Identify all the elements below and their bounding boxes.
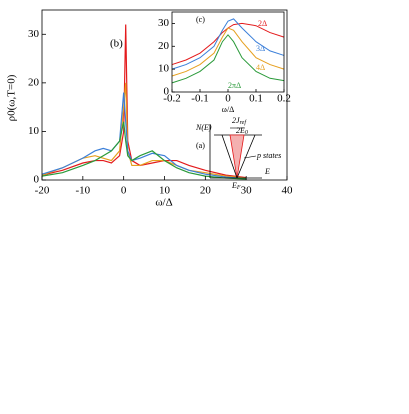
label: 2J <box>232 116 240 125</box>
label: EF <box>231 181 241 192</box>
subscript: F <box>236 185 241 191</box>
y-tick-label: 30 <box>158 17 170 29</box>
y-tick-label: 10 <box>28 125 40 137</box>
x-tick-label: 30 <box>241 185 253 197</box>
series-label: 2πΔ <box>228 81 241 90</box>
y-tick-label: 10 <box>158 63 170 75</box>
x-tick-label: 40 <box>282 185 294 197</box>
x-tick-label: -20 <box>35 185 50 197</box>
series-label: 2Δ <box>258 19 267 28</box>
label: E <box>231 181 237 190</box>
x-tick-label: 0.2 <box>277 93 291 105</box>
x-tick-label: -10 <box>75 185 90 197</box>
x-tick-label: 20 <box>200 185 212 197</box>
label: 2E <box>236 126 245 135</box>
dos-line <box>236 134 256 179</box>
x-tick-label: 0.1 <box>249 93 263 105</box>
diagram: N(E) (a) 2Jref 2E0 p states EF E <box>195 116 281 192</box>
y-tick-label: 0 <box>34 174 40 186</box>
y-tick-label: 20 <box>158 40 170 52</box>
subscript: ref <box>240 119 248 126</box>
x-axis-label: ω/Δ <box>155 197 172 209</box>
main-plot: -20 -10 0 10 20 30 40 0 10 20 30 <box>28 9 294 197</box>
peak <box>229 134 245 179</box>
series-label: 4Δ <box>256 63 265 72</box>
series-line <box>171 18 285 70</box>
panel-label: (c) <box>196 15 205 24</box>
series-label: 3Δ <box>256 44 265 53</box>
x-tick-label: -0.2 <box>163 93 180 105</box>
y-tick-label: 20 <box>28 76 40 88</box>
series-line <box>41 92 247 180</box>
y-tick-label: 30 <box>28 28 40 40</box>
label: p states <box>256 151 281 160</box>
series-line <box>171 27 285 77</box>
inset-background <box>170 12 286 94</box>
series-line <box>41 121 247 180</box>
y-tick-label: 0 <box>164 86 170 98</box>
x-tick-label: 0 <box>121 185 127 197</box>
x-tick-label: 10 <box>159 185 171 197</box>
subscript: 0 <box>245 130 248 136</box>
label: 2Jref <box>232 116 247 127</box>
label: E <box>264 167 270 176</box>
label: 2E0 <box>236 126 248 137</box>
inset-plot: -0.2 -0.1 0 0.1 0.2 0 10 20 30 <box>158 11 291 105</box>
label: N(E) <box>195 123 212 132</box>
series-line <box>171 34 285 84</box>
x-axis-label: ω/Δ <box>222 105 235 114</box>
panel-label: (a) <box>196 141 205 150</box>
y-axis-label: ρ0(ω,T=0) <box>6 74 18 121</box>
x-tick-label: 0 <box>225 93 231 105</box>
panel-label: (b) <box>110 38 123 50</box>
arrow <box>243 155 257 159</box>
dos-line <box>221 134 238 179</box>
x-tick-label: -0.1 <box>191 93 208 105</box>
